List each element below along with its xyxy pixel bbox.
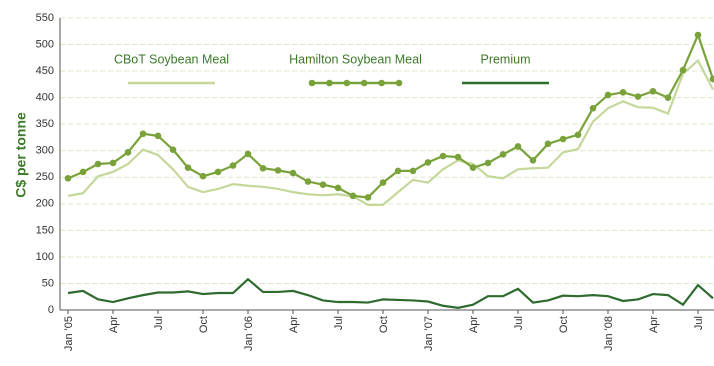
y-tick-label: 450 bbox=[36, 65, 54, 77]
marker bbox=[319, 181, 327, 189]
marker bbox=[379, 179, 387, 186]
y-tick-label: 150 bbox=[36, 224, 54, 236]
marker bbox=[424, 159, 432, 166]
marker bbox=[709, 75, 714, 83]
y-tick-label: 100 bbox=[36, 251, 54, 263]
marker bbox=[559, 135, 567, 143]
marker bbox=[694, 31, 702, 39]
y-tick-label: 550 bbox=[36, 12, 54, 24]
legend-marker bbox=[395, 79, 403, 87]
x-tick-label: Apr bbox=[288, 316, 300, 333]
legend-label: Premium bbox=[480, 52, 530, 66]
x-tick-label: Jul bbox=[513, 316, 525, 330]
y-tick-label: 300 bbox=[36, 145, 54, 157]
marker bbox=[634, 93, 642, 100]
x-tick-label: Oct bbox=[198, 316, 210, 333]
legend-marker bbox=[308, 79, 316, 87]
marker bbox=[64, 175, 72, 182]
marker bbox=[244, 150, 252, 158]
marker bbox=[184, 164, 192, 172]
marker bbox=[289, 169, 297, 177]
marker bbox=[439, 152, 447, 160]
x-tick-label: Jan '08 bbox=[603, 316, 615, 351]
marker bbox=[259, 164, 267, 172]
y-tick-label: 350 bbox=[36, 118, 54, 130]
marker bbox=[589, 104, 597, 112]
marker bbox=[679, 66, 687, 74]
marker bbox=[214, 168, 222, 176]
x-tick-label: Apr bbox=[648, 316, 660, 333]
marker bbox=[529, 156, 537, 164]
marker bbox=[139, 130, 147, 138]
x-tick-label: Jan '06 bbox=[243, 316, 255, 351]
x-tick-label: Jul bbox=[693, 316, 705, 330]
x-tick-label: Oct bbox=[558, 316, 570, 333]
legend-marker bbox=[360, 79, 368, 87]
x-tick-label: Jul bbox=[333, 316, 345, 330]
marker bbox=[124, 149, 132, 156]
marker bbox=[94, 160, 102, 168]
legend-marker bbox=[343, 79, 351, 87]
marker bbox=[169, 146, 177, 153]
marker bbox=[604, 91, 612, 99]
y-tick-label: 200 bbox=[36, 198, 54, 210]
marker bbox=[274, 167, 282, 174]
x-tick-label: Jan '07 bbox=[423, 316, 435, 351]
legend-marker bbox=[378, 79, 385, 87]
x-tick-label: Apr bbox=[468, 316, 480, 333]
marker bbox=[469, 164, 477, 172]
marker bbox=[229, 162, 237, 169]
marker bbox=[364, 194, 372, 201]
x-tick-label: Apr bbox=[108, 316, 120, 333]
marker bbox=[454, 153, 462, 161]
y-tick-label: 0 bbox=[48, 304, 54, 316]
line bbox=[67, 277, 714, 309]
marker bbox=[394, 167, 402, 175]
x-tick-label: Jul bbox=[153, 316, 165, 330]
marker bbox=[649, 87, 657, 95]
marker bbox=[484, 159, 492, 167]
y-tick-label: 500 bbox=[36, 38, 54, 50]
legend-label: Hamilton Soybean Meal bbox=[289, 52, 422, 66]
marker bbox=[199, 172, 207, 180]
legend-marker bbox=[326, 79, 333, 87]
y-axis-label: C$ per tonne bbox=[13, 112, 29, 198]
marker bbox=[499, 151, 507, 158]
marker bbox=[334, 184, 342, 192]
line bbox=[67, 58, 714, 206]
marker bbox=[544, 140, 552, 148]
legend-label: CBoT Soybean Meal bbox=[114, 52, 229, 66]
line bbox=[67, 31, 714, 199]
y-tick-label: 400 bbox=[36, 92, 54, 104]
marker bbox=[154, 132, 162, 140]
marker bbox=[349, 192, 357, 200]
marker bbox=[619, 89, 627, 96]
marker bbox=[574, 131, 582, 139]
y-tick-label: 250 bbox=[36, 171, 54, 183]
x-tick-label: Oct bbox=[378, 316, 390, 333]
marker bbox=[664, 94, 672, 101]
marker bbox=[409, 167, 417, 175]
x-tick-label: Jan '05 bbox=[63, 316, 75, 351]
marker bbox=[79, 168, 87, 176]
marker bbox=[304, 178, 312, 185]
y-tick-label: 50 bbox=[42, 277, 54, 289]
marker bbox=[109, 159, 117, 167]
marker bbox=[514, 143, 522, 150]
